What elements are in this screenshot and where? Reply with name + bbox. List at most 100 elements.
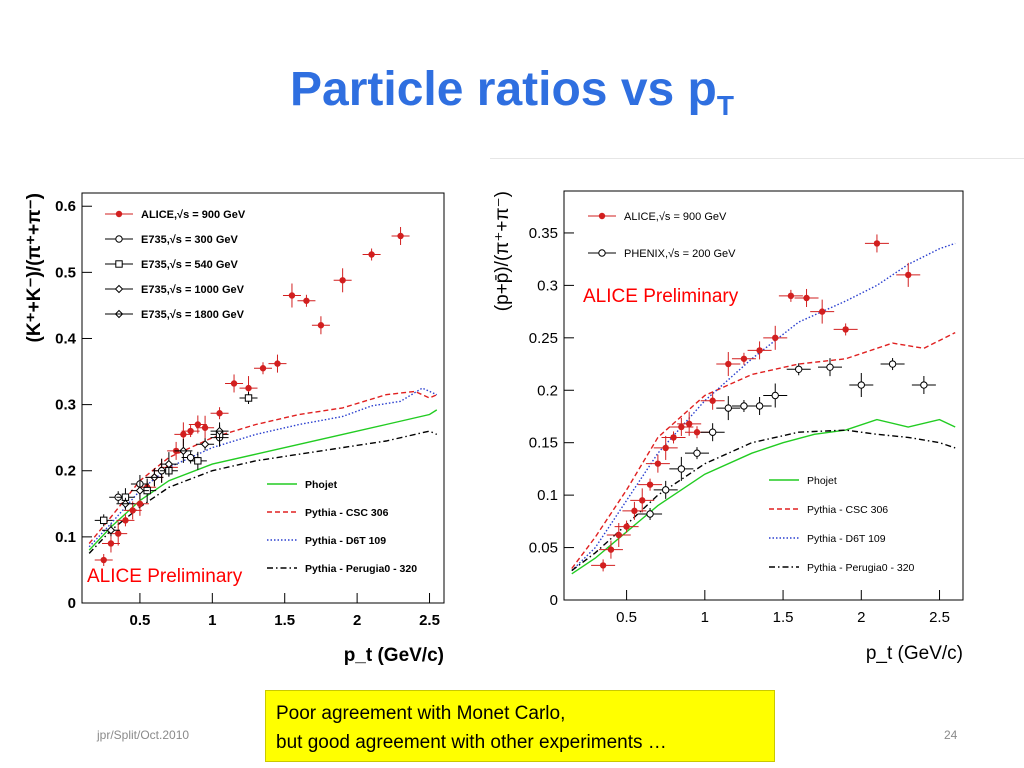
data-point-e735-s-1000-gev xyxy=(135,486,145,495)
legend-marker-e735-s-300-gev xyxy=(115,235,123,243)
data-point-alice-s-900-gev xyxy=(230,380,238,387)
data-point-alice-s-900-gev xyxy=(905,271,912,279)
data-point-e735-s-1800-gev xyxy=(179,446,188,456)
data-point-alice-s-900-gev xyxy=(599,562,607,569)
y-tick-label: 0.5 xyxy=(55,264,76,281)
legend-entry-pythia-perugia0-320: Pythia - Perugia0 - 320 xyxy=(807,562,915,574)
x-tick-label: 2 xyxy=(857,609,865,626)
data-point-phenix-s-200-gev xyxy=(795,365,803,373)
data-point-alice-s-900-gev xyxy=(842,326,849,333)
data-point-alice-s-900-gev xyxy=(115,530,122,537)
slide-title: Particle ratios vs pT xyxy=(0,62,1024,122)
x-axis-label: p_t (GeV/c) xyxy=(866,643,963,664)
legend-marker-e735-s-540-gev xyxy=(115,260,123,268)
legend-entry-pythia-csc-306: Pythia - CSC 306 xyxy=(807,504,888,516)
x-tick-label: 1 xyxy=(208,612,216,629)
chart-proton-pion-ratio: 0 0.05 0.1 0.15 0.2 0.25 0.3 0.35 0.5 1 1.5 2 2.5 p_t… xyxy=(492,190,964,664)
curve-pythia-perugia0-320 xyxy=(571,429,956,572)
data-point-alice-s-900-gev xyxy=(639,497,646,504)
data-point-phenix-s-200-gev xyxy=(724,404,732,412)
data-point-e735-s-1800-gev xyxy=(215,426,224,436)
curve-pythia-d6t-109 xyxy=(88,387,438,548)
data-point-alice-s-900-gev xyxy=(201,424,209,431)
legend-entry-e735-s-1000-gev: E735,√s = 1000 GeV xyxy=(141,284,245,296)
data-point-e735-s-1000-gev xyxy=(106,526,116,535)
data-point-alice-s-900-gev xyxy=(339,277,346,284)
data-point-phenix-s-200-gev xyxy=(888,360,897,368)
chart-kaon-pion-ratio: 0 0.1 0.2 0.3 0.4 0.5 0.6 0.5 1 1.5 2 2.5 p_t (GeV/c… xyxy=(24,192,445,666)
data-point-alice-s-900-gev xyxy=(245,384,252,392)
alice-preliminary-label-left: ALICE Preliminary xyxy=(87,566,243,588)
curve-pythia-perugia0-320 xyxy=(88,430,438,554)
y-tick-label: 0.2 xyxy=(537,382,558,399)
y-tick-label: 0.3 xyxy=(55,397,76,414)
plot-frame xyxy=(81,192,445,604)
data-point-alice-s-900-gev xyxy=(678,423,685,431)
data-point-alice-s-900-gev xyxy=(187,427,194,435)
data-point-alice-s-900-gev xyxy=(740,355,748,362)
legend-marker-e735-s-1800-gev xyxy=(114,309,124,319)
data-point-phenix-s-200-gev xyxy=(677,465,686,473)
legend-marker-phenix-s-200-gev xyxy=(598,249,606,257)
data-point-alice-s-900-gev xyxy=(129,507,136,514)
legend-entry-e735-s-300-gev: E735,√s = 300 GeV xyxy=(141,234,239,246)
y-tick-label: 0.15 xyxy=(529,435,558,452)
y-tick-label: 0.1 xyxy=(55,529,76,546)
legend-entry-pythia-csc-306: Pythia - CSC 306 xyxy=(305,507,389,519)
legend-entry-e735-s-1800-gev: E735,√s = 1800 GeV xyxy=(141,309,245,321)
curve-pythia-csc-306 xyxy=(88,390,438,544)
legend-entry-alice-s-900-gev: ALICE,√s = 900 GeV xyxy=(624,211,727,223)
data-point-e735-s-1800-gev xyxy=(150,473,159,482)
y-tick-label: 0.6 xyxy=(55,198,76,215)
data-point-alice-s-900-gev xyxy=(772,334,779,342)
data-point-alice-s-900-gev xyxy=(873,240,881,247)
data-point-phenix-s-200-gev xyxy=(662,486,670,494)
y-tick-label: 0.2 xyxy=(55,463,76,480)
data-point-alice-s-900-gev xyxy=(670,434,677,441)
data-point-alice-s-900-gev xyxy=(631,507,638,515)
page-number: 24 xyxy=(944,728,958,742)
data-point-alice-s-900-gev xyxy=(317,322,325,329)
data-point-alice-s-900-gev xyxy=(122,517,129,524)
x-tick-label: 1 xyxy=(701,609,709,626)
data-point-phenix-s-200-gev xyxy=(755,402,764,410)
x-tick-label: 1.5 xyxy=(274,612,295,629)
data-point-alice-s-900-gev xyxy=(107,540,115,547)
alice-preliminary-label-right: ALICE Preliminary xyxy=(583,286,739,307)
conclusion-line-1: Poor agreement with Monet Carlo, xyxy=(276,703,566,724)
legend-entry-pythia-d6t-109: Pythia - D6T 109 xyxy=(305,535,386,547)
legend-entry-e735-s-540-gev: E735,√s = 540 GeV xyxy=(141,259,239,271)
x-tick-label: 2 xyxy=(353,612,361,629)
curve-pythia-csc-306 xyxy=(571,331,956,569)
x-axis-label: p_t (GeV/c) xyxy=(344,645,444,666)
data-point-e735-s-540-gev xyxy=(244,394,253,402)
data-point-alice-s-900-gev xyxy=(662,444,669,452)
data-point-e735-s-540-gev xyxy=(100,516,108,525)
y-tick-label: 0 xyxy=(68,595,76,612)
x-tick-label: 0.5 xyxy=(129,612,150,629)
data-point-alice-s-900-gev xyxy=(756,347,763,354)
data-point-alice-s-900-gev xyxy=(274,360,281,367)
data-point-alice-s-900-gev xyxy=(136,500,144,508)
x-tick-label: 2.5 xyxy=(929,609,950,626)
data-point-alice-s-900-gev xyxy=(709,397,716,404)
data-point-alice-s-900-gev xyxy=(607,546,615,553)
y-axis-label: (K⁺+K⁻)/(π⁺+π⁻) xyxy=(24,193,45,342)
data-point-alice-s-900-gev xyxy=(725,360,732,368)
conclusion-note: Poor agreement with Monet Carlo, but goo… xyxy=(265,690,775,762)
data-point-alice-s-900-gev xyxy=(693,429,701,436)
legend-entry-pythia-d6t-109: Pythia - D6T 109 xyxy=(807,533,886,545)
legend-entry-phojet: Phojet xyxy=(305,479,338,491)
x-tick-label: 2.5 xyxy=(419,612,440,629)
data-point-alice-s-900-gev xyxy=(646,481,654,488)
y-tick-label: 0.25 xyxy=(529,330,558,347)
x-tick-label: 0.5 xyxy=(616,609,637,626)
data-point-e735-s-540-gev xyxy=(194,457,202,465)
conclusion-line-2: but good agreement with other experiment… xyxy=(276,732,667,753)
data-point-phenix-s-200-gev xyxy=(646,510,654,518)
data-point-alice-s-900-gev xyxy=(368,251,375,258)
y-tick-label: 0.05 xyxy=(529,540,558,557)
slide-title-text: Particle ratios vs p xyxy=(290,63,717,116)
footer-reference: jpr/Split/Oct.2010 xyxy=(97,728,190,742)
legend-marker-alice-s-900-gev xyxy=(598,212,606,220)
